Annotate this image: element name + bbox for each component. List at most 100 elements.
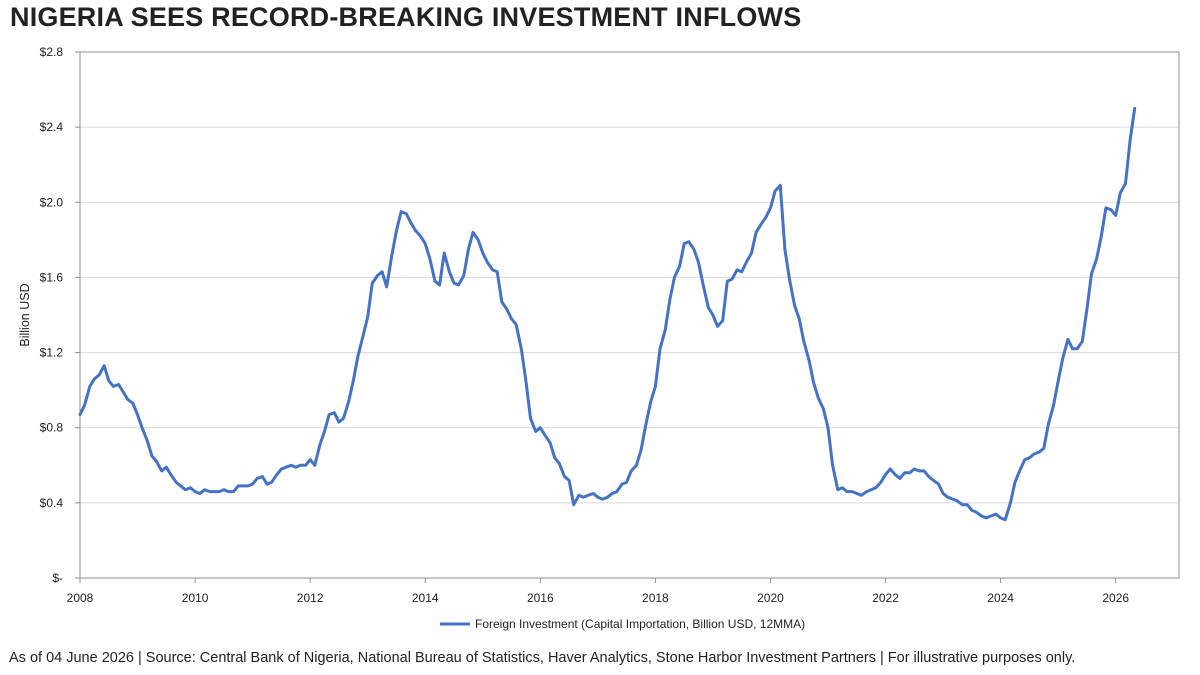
data-point xyxy=(457,283,460,287)
data-point xyxy=(414,229,417,232)
data-point xyxy=(399,210,403,213)
data-point xyxy=(289,464,293,467)
data-point xyxy=(280,467,283,471)
data-point xyxy=(932,479,935,482)
data-point xyxy=(779,184,782,187)
data-point xyxy=(1133,107,1136,110)
data-point xyxy=(131,402,135,405)
footnote: As of 04 June 2026 | Source: Central Ban… xyxy=(9,650,1076,666)
data-point xyxy=(1037,450,1041,454)
data-point xyxy=(927,475,930,478)
data-point xyxy=(850,490,854,493)
series-line xyxy=(78,106,1137,522)
data-point xyxy=(256,477,259,480)
legend-label: Foreign Investment (Capital Importation,… xyxy=(475,617,805,631)
data-point xyxy=(1061,357,1064,360)
data-point xyxy=(1023,458,1026,461)
data-point xyxy=(711,313,715,317)
data-point xyxy=(117,383,120,386)
data-point xyxy=(697,261,700,264)
data-point xyxy=(443,251,446,255)
data-point xyxy=(208,490,211,493)
x-tick-label: 2018 xyxy=(642,591,669,605)
data-point xyxy=(97,373,101,377)
x-tick-label: 2016 xyxy=(527,591,554,605)
x-tick-label: 2014 xyxy=(412,591,439,605)
data-point xyxy=(88,385,91,388)
data-point xyxy=(592,492,595,495)
data-point xyxy=(495,270,499,273)
data-point xyxy=(500,300,503,304)
data-point xyxy=(975,511,978,514)
data-point xyxy=(639,449,643,452)
data-point xyxy=(759,223,762,227)
data-point xyxy=(218,490,221,493)
data-point xyxy=(356,355,360,358)
data-point xyxy=(960,503,964,506)
data-point xyxy=(371,281,374,285)
data-point xyxy=(888,467,892,471)
data-point xyxy=(586,494,590,497)
data-point xyxy=(1095,257,1098,260)
data-point xyxy=(467,248,470,251)
data-point xyxy=(304,464,307,467)
data-point xyxy=(956,499,959,503)
data-point xyxy=(270,480,273,484)
data-point xyxy=(726,279,729,283)
data-point xyxy=(855,492,858,495)
data-point xyxy=(582,496,585,499)
data-point xyxy=(193,490,197,493)
data-point xyxy=(313,464,316,467)
data-point xyxy=(212,490,216,493)
data-point xyxy=(462,274,465,277)
data-point xyxy=(380,270,384,273)
data-point xyxy=(1081,340,1084,343)
data-point xyxy=(347,400,350,403)
y-tick-label: $- xyxy=(52,571,63,585)
data-point xyxy=(644,424,647,428)
data-point xyxy=(946,496,949,499)
data-point xyxy=(1090,272,1093,275)
plot-frame xyxy=(79,51,1180,579)
line-chart: $-$0.4$0.8$1.2$1.6$2.0$2.4$2.8 2008 2010 2… xyxy=(18,45,1180,631)
y-tick-label: $1.2 xyxy=(40,346,64,360)
data-point xyxy=(1028,456,1031,459)
data-point xyxy=(1124,182,1127,185)
data-point xyxy=(409,221,413,225)
data-point xyxy=(438,283,441,287)
data-point xyxy=(136,413,139,416)
data-point xyxy=(428,257,432,260)
data-point xyxy=(514,323,518,326)
y-tick-label: $2.0 xyxy=(40,195,64,209)
x-tick-label: 2024 xyxy=(987,591,1014,605)
data-point xyxy=(452,281,456,285)
y-tick-label: $0.8 xyxy=(40,421,64,435)
data-point xyxy=(869,488,873,491)
data-point xyxy=(611,492,614,495)
data-point xyxy=(601,497,604,501)
data-point xyxy=(874,486,877,490)
data-point xyxy=(673,276,676,279)
data-point xyxy=(913,467,916,471)
data-point xyxy=(160,469,163,473)
data-point xyxy=(476,238,480,242)
data-point xyxy=(826,426,830,429)
data-point xyxy=(1056,379,1060,382)
data-point xyxy=(419,234,422,238)
data-point xyxy=(970,509,974,512)
data-point xyxy=(701,283,705,287)
data-point xyxy=(299,464,302,467)
data-point xyxy=(563,475,566,478)
data-point xyxy=(668,298,671,302)
data-point xyxy=(937,482,940,486)
data-point xyxy=(543,434,547,437)
data-point xyxy=(917,469,921,473)
data-point xyxy=(251,482,254,486)
data-point xyxy=(376,274,379,277)
data-point xyxy=(126,398,129,401)
data-point xyxy=(534,430,537,433)
data-point xyxy=(663,328,667,332)
data-point xyxy=(294,465,297,469)
data-point xyxy=(1047,422,1050,426)
data-point xyxy=(822,407,825,411)
